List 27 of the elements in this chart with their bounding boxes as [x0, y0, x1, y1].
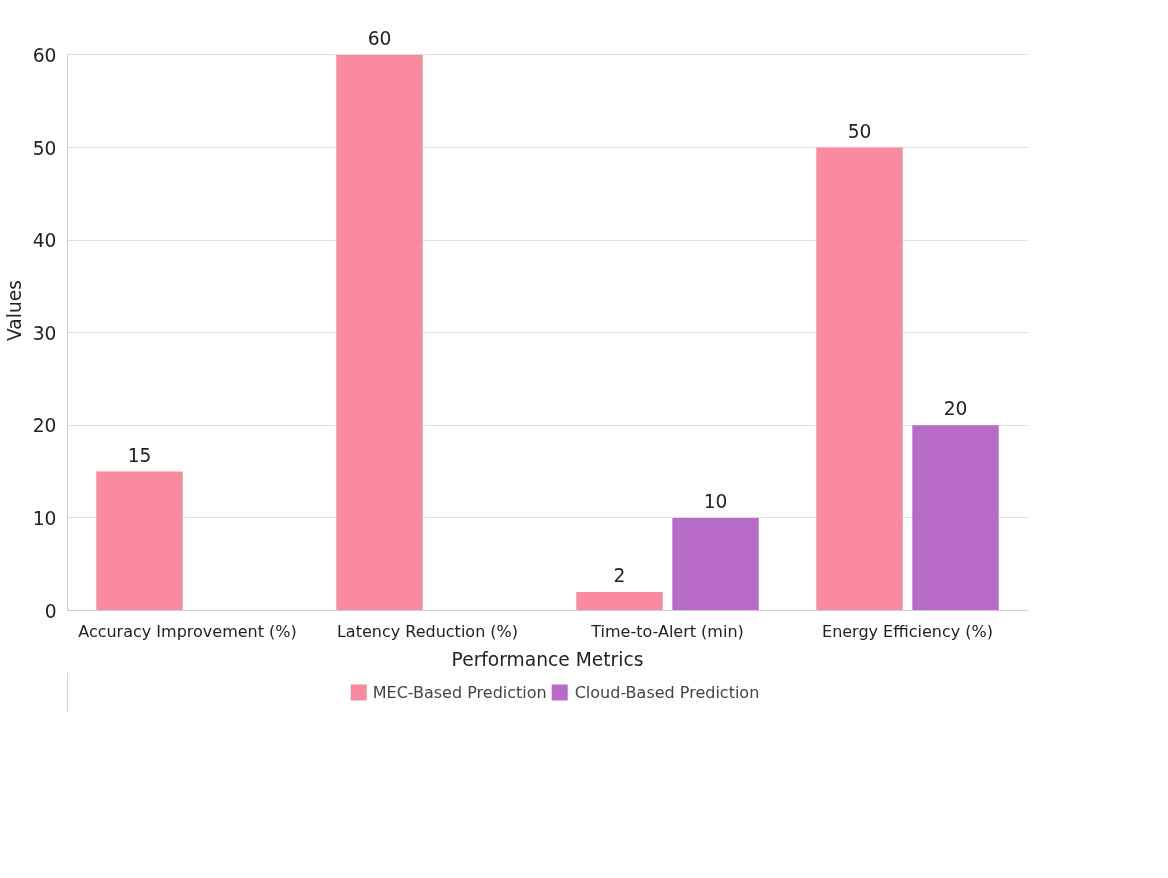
y-tick-label: 20: [32, 415, 57, 437]
bar: [336, 54, 423, 611]
legend-label: Cloud-Based Prediction: [574, 682, 760, 702]
x-tick-label: Latency Reduction (%): [336, 621, 519, 641]
x-tick-label: Energy Efficiency (%): [822, 621, 993, 641]
bar: [672, 517, 759, 611]
bar: [96, 471, 183, 611]
bar: [576, 591, 663, 611]
data-label: 15: [127, 444, 152, 466]
x-axis-title: Performance Metrics: [451, 648, 644, 670]
y-tick-label: 50: [32, 137, 57, 159]
data-label: 10: [703, 490, 728, 512]
y-tick-label: 60: [32, 44, 57, 66]
y-axis-title: Values: [3, 280, 25, 341]
y-tick-label: 10: [32, 507, 57, 529]
bar: [912, 425, 999, 611]
legend-label: MEC-Based Prediction: [372, 682, 547, 702]
data-label: 2: [613, 564, 626, 586]
y-tick-label: 40: [32, 230, 57, 252]
bar: [816, 147, 903, 611]
x-tick-label: Time-to-Alert (min): [590, 621, 744, 641]
x-tick-label: Accuracy Improvement (%): [78, 621, 297, 641]
data-label: 50: [847, 120, 872, 142]
data-label: 20: [943, 398, 968, 420]
y-tick-label: 0: [44, 600, 57, 622]
y-tick-label: 30: [32, 322, 57, 344]
data-label: 60: [367, 27, 392, 49]
